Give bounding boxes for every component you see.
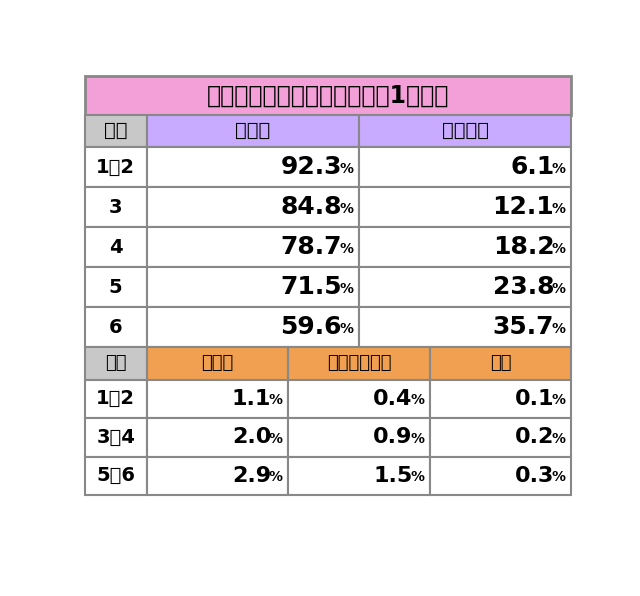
Text: 5: 5 xyxy=(109,278,122,297)
Text: %: % xyxy=(340,162,353,176)
Bar xyxy=(359,307,572,347)
Bar xyxy=(147,187,359,227)
Bar xyxy=(359,267,572,307)
Text: 0.3: 0.3 xyxy=(515,465,554,486)
Text: 超高確へ: 超高確へ xyxy=(442,122,489,140)
Bar xyxy=(84,307,147,347)
Bar xyxy=(359,187,572,227)
Bar xyxy=(84,418,147,457)
Text: 23.8: 23.8 xyxy=(493,275,554,299)
Text: 2.0: 2.0 xyxy=(232,427,271,447)
Text: %: % xyxy=(269,393,283,407)
Bar xyxy=(147,114,359,147)
Bar xyxy=(84,76,572,114)
Text: 弱チャンス目（リールロック1段階）: 弱チャンス目（リールロック1段階） xyxy=(207,83,449,107)
Text: %: % xyxy=(552,162,566,176)
Text: 3: 3 xyxy=(109,197,122,216)
Text: 帝王: 帝王 xyxy=(490,355,511,372)
Text: %: % xyxy=(340,241,353,256)
Text: %: % xyxy=(340,282,353,296)
Bar xyxy=(84,267,147,307)
Bar xyxy=(84,147,147,187)
Text: 59.6: 59.6 xyxy=(280,315,342,339)
Bar xyxy=(84,380,147,418)
Bar xyxy=(84,347,147,380)
Text: 1.1: 1.1 xyxy=(232,389,271,409)
Text: %: % xyxy=(269,470,283,485)
Bar xyxy=(359,114,572,147)
Bar xyxy=(430,418,572,457)
Text: 0.1: 0.1 xyxy=(515,389,554,409)
Text: %: % xyxy=(552,282,566,296)
Text: 71.5: 71.5 xyxy=(280,275,342,299)
Bar xyxy=(147,457,288,495)
Text: 12.1: 12.1 xyxy=(493,195,554,219)
Text: 84.8: 84.8 xyxy=(280,195,342,219)
Bar xyxy=(430,457,572,495)
Bar xyxy=(359,227,572,267)
Bar xyxy=(147,147,359,187)
Bar xyxy=(147,267,359,307)
Text: %: % xyxy=(269,432,283,446)
Text: %: % xyxy=(340,322,353,336)
Bar xyxy=(147,227,359,267)
Text: 6.1: 6.1 xyxy=(510,155,554,179)
Text: %: % xyxy=(410,393,424,407)
Text: %: % xyxy=(552,393,566,407)
Text: %: % xyxy=(552,241,566,256)
Text: バトル: バトル xyxy=(202,355,234,372)
Text: %: % xyxy=(410,470,424,485)
Text: %: % xyxy=(340,201,353,216)
Text: 4: 4 xyxy=(109,238,122,257)
Bar xyxy=(84,187,147,227)
Text: 0.9: 0.9 xyxy=(373,427,413,447)
Text: 設定: 設定 xyxy=(104,122,127,140)
Bar xyxy=(430,380,572,418)
Text: 0.2: 0.2 xyxy=(515,427,554,447)
Bar xyxy=(288,457,430,495)
Bar xyxy=(288,418,430,457)
Text: 3・4: 3・4 xyxy=(96,428,135,447)
Bar xyxy=(288,380,430,418)
Bar xyxy=(84,457,147,495)
Text: 1・2: 1・2 xyxy=(96,389,135,408)
Bar xyxy=(147,347,288,380)
Text: 1.5: 1.5 xyxy=(374,465,413,486)
Text: 高確へ: 高確へ xyxy=(236,122,271,140)
Text: 設定: 設定 xyxy=(105,355,127,372)
Text: %: % xyxy=(552,201,566,216)
Text: ノックアウト: ノックアウト xyxy=(327,355,391,372)
Text: 35.7: 35.7 xyxy=(493,315,554,339)
Text: 18.2: 18.2 xyxy=(493,235,554,259)
Text: 2.9: 2.9 xyxy=(232,465,271,486)
Bar xyxy=(288,347,430,380)
Bar xyxy=(430,347,572,380)
Text: 78.7: 78.7 xyxy=(280,235,342,259)
Bar xyxy=(359,147,572,187)
Text: %: % xyxy=(552,470,566,485)
Bar xyxy=(84,227,147,267)
Text: 6: 6 xyxy=(109,318,122,337)
Text: 92.3: 92.3 xyxy=(280,155,342,179)
Text: 1・2: 1・2 xyxy=(96,157,135,176)
Text: %: % xyxy=(410,432,424,446)
Text: %: % xyxy=(552,322,566,336)
Text: %: % xyxy=(552,432,566,446)
Text: 0.4: 0.4 xyxy=(373,389,413,409)
Bar xyxy=(147,307,359,347)
Bar xyxy=(84,114,147,147)
Text: 5・6: 5・6 xyxy=(96,466,135,485)
Bar xyxy=(147,418,288,457)
Bar xyxy=(147,380,288,418)
